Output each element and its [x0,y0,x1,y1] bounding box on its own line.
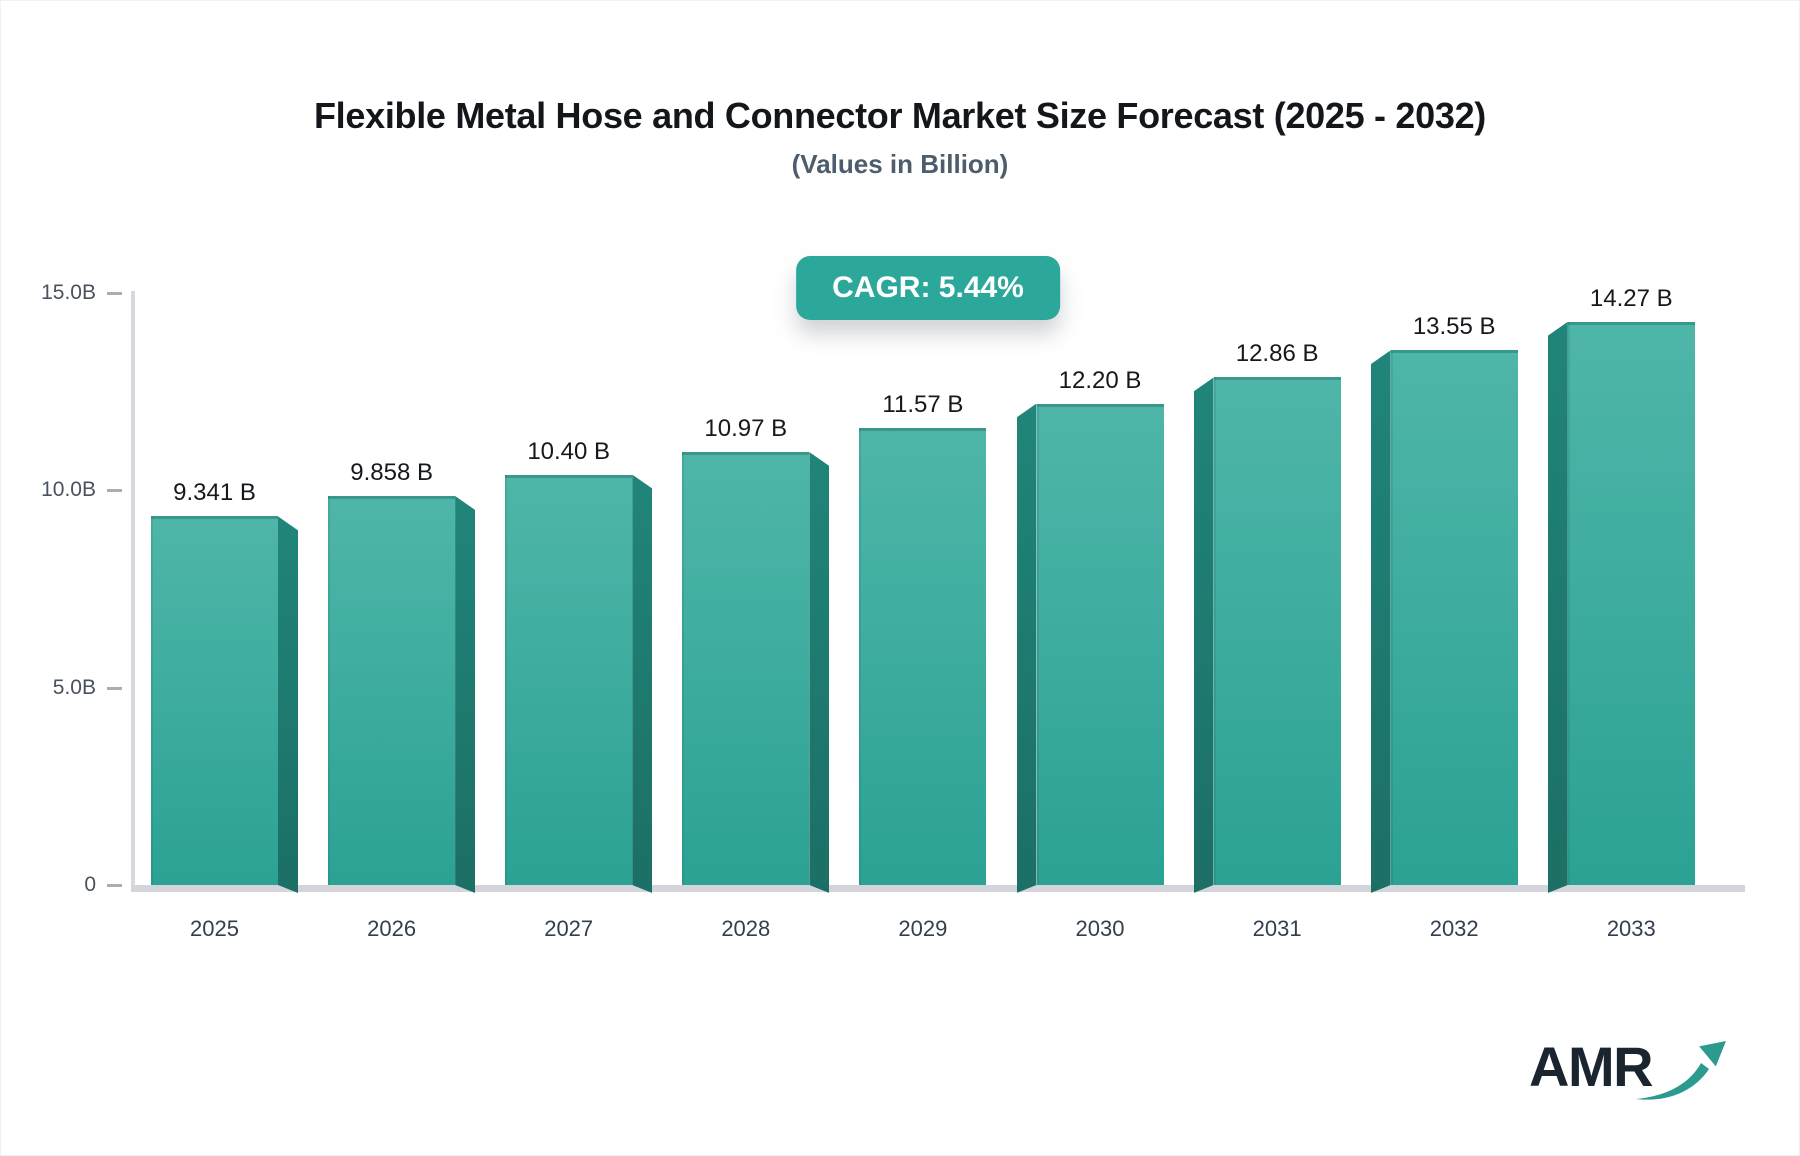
bar-value-label: 10.40 B [527,437,611,465]
bar-side-panel [278,516,298,893]
bar-side-panel [1371,350,1391,893]
x-axis-label: 2033 [1606,916,1656,941]
x-axis-label: 2031 [1252,916,1302,941]
bar-value-label: 10.97 B [704,415,788,443]
x-axis-label: 2028 [721,916,771,941]
bar-face [505,474,633,885]
bar-side-panel [1548,322,1568,893]
y-tick-mark [107,686,122,690]
x-axis-label: 2025 [190,916,239,941]
bar-value-label: 11.57 B [882,391,964,419]
brand-logo: AMR [1529,1037,1730,1103]
bar-value-label: 9.341 B [173,479,256,507]
y-tick-mark [107,292,122,295]
page-title: Flexible Metal Hose and Connector Market… [313,95,1486,136]
bar-value-label: 12.86 B [1235,340,1319,368]
y-tick-mark [107,884,122,887]
chart-subtitle: (Values in Billion) [791,149,1009,179]
bar-side-panel [809,452,829,893]
bar-face [859,428,987,885]
bar-side-panel [632,475,652,893]
x-axis-label: 2029 [898,916,948,941]
y-tick-label: 0 [84,873,96,896]
y-tick-label: 10.0B [41,478,96,502]
bar-value-label: 12.20 B [1058,366,1142,394]
bar-face [151,516,278,885]
bar-side-panel [1194,377,1214,893]
bar-side-panel [1017,404,1037,893]
bar-side-panel [455,496,475,893]
bar-face [1036,403,1164,885]
bar-face [682,452,810,885]
bar-face [328,495,456,885]
x-axis-label: 2032 [1429,916,1479,941]
cagr-badge: CAGR: 5.44% [796,256,1060,320]
x-axis-line [131,885,1745,892]
trending-up-arrow-icon [1636,1041,1727,1100]
bar-value-label: 9.858 B [350,458,433,486]
x-axis-label: 2030 [1075,916,1125,941]
brand-logo-text: AMR [1529,1035,1654,1098]
bar-face [1567,321,1695,885]
x-axis-label: 2026 [367,916,417,941]
bar-face [1390,350,1518,885]
bar-value-label: 13.55 B [1412,313,1496,341]
bar-face [1213,377,1341,885]
bar-value-label: 14.27 B [1589,284,1673,312]
y-tick-mark [107,489,122,493]
y-axis-line [131,291,135,892]
y-tick-label: 5.0B [52,675,96,699]
x-axis-label: 2027 [544,916,594,941]
y-tick-label: 15.0B [41,281,96,304]
